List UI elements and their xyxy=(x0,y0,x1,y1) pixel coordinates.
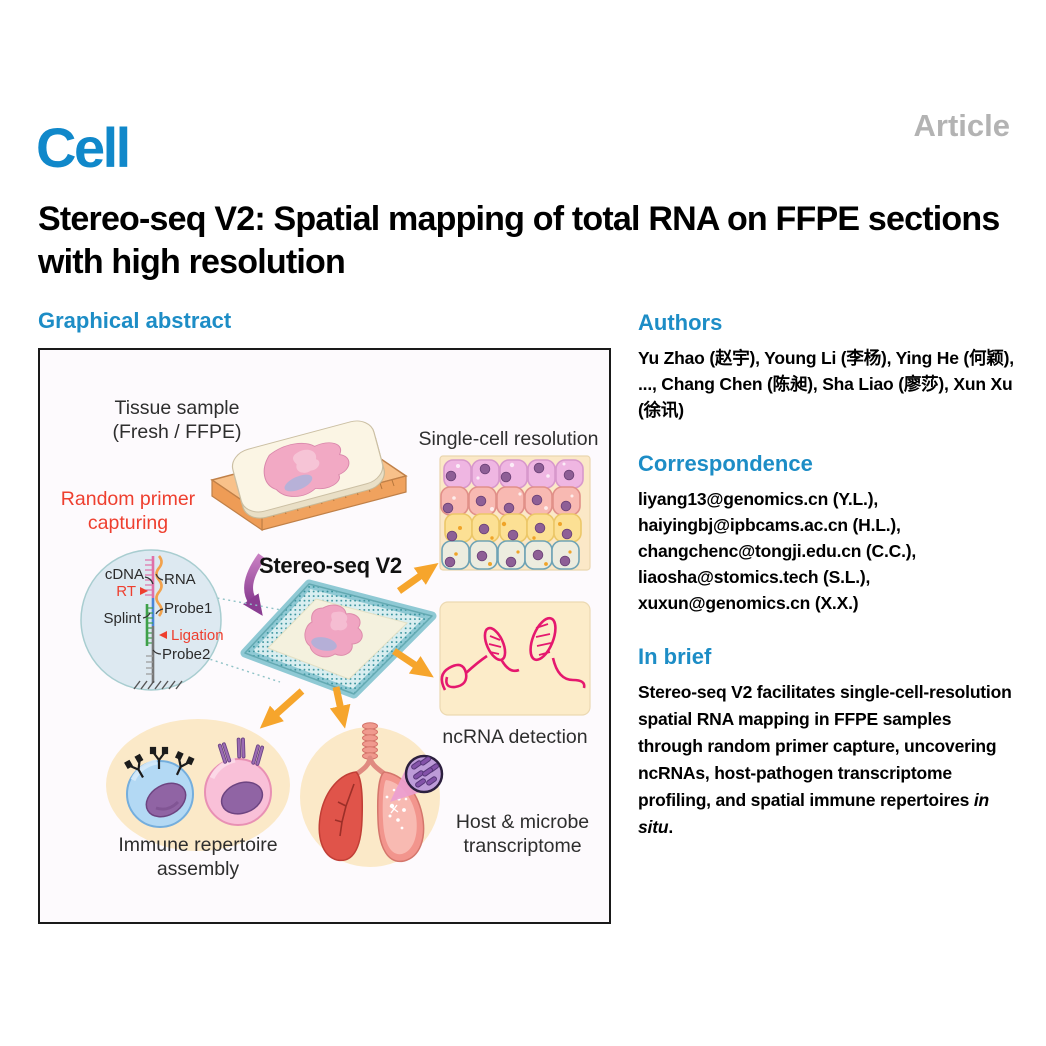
tissue-sample-label: Tissue sample (Fresh / FFPE) xyxy=(112,397,242,444)
authors-heading: Authors xyxy=(638,310,723,335)
graphical-abstract-panel: Tissue sample (Fresh / FFPE) Random prim… xyxy=(38,348,611,924)
splint-label: Splint xyxy=(103,610,141,627)
email-line: haiyingbj@ipbcams.ac.cn (H.L.), xyxy=(638,515,901,535)
trachea xyxy=(351,722,390,779)
random-primer-label: Random primer capturing xyxy=(60,488,196,535)
host-microbe-label: Host & microbe transcriptome xyxy=(455,811,590,858)
ligation-label: Ligation xyxy=(171,627,224,644)
rt-arrowhead xyxy=(140,587,148,595)
rt-label: RT xyxy=(116,583,136,600)
immune-label: Immune repertoire assembly xyxy=(118,834,278,881)
cell-speckles-light xyxy=(452,462,574,511)
journal-logo: Cell xyxy=(36,116,131,179)
stereo-seq-arrow xyxy=(242,553,266,616)
lung-veins xyxy=(334,783,355,837)
email-line: changchenc@tongji.edu.cn (C.C.), xyxy=(638,541,917,561)
email-line: liaosha@stomics.tech (S.L.), xyxy=(638,567,871,587)
probe2-label: Probe2 xyxy=(162,646,211,663)
correspondence-emails: liyang13@genomics.cn (Y.L.), haiyingbj@i… xyxy=(638,486,1016,616)
in-situ-italic: in situ xyxy=(638,790,989,837)
tcr-icons xyxy=(217,737,265,766)
in-brief-heading: In brief xyxy=(638,644,712,669)
probe1-label: Probe1 xyxy=(164,600,213,617)
tissue-block-illustration xyxy=(210,420,408,532)
magnification-dashes xyxy=(199,596,293,683)
rna-label: RNA xyxy=(164,571,196,588)
orange-arrows xyxy=(259,563,439,729)
immune-illustration xyxy=(106,719,290,851)
stereo-seq-label: Stereo-seq V2 xyxy=(259,553,402,578)
microbes xyxy=(411,756,439,788)
ncrna-label: ncRNA detection xyxy=(442,726,588,748)
ligation-arrowhead xyxy=(159,631,167,639)
ground-hatch xyxy=(133,680,183,690)
ncrna-panel xyxy=(439,601,591,716)
antibody-icons xyxy=(124,746,195,778)
single-cell-panel xyxy=(439,455,591,571)
cell-nuclei xyxy=(442,462,575,568)
paper-title: Stereo-seq V2: Spatial mapping of total … xyxy=(38,200,1000,281)
label-connectors xyxy=(142,573,164,655)
info-sidebar: Authors Yu Zhao (赵宇), Young Li (李杨), Yin… xyxy=(638,310,1016,869)
email-line: xuxun@genomics.cn (X.X.) xyxy=(638,593,859,613)
article-type-label: Article xyxy=(913,108,1010,143)
in-brief-text: Stereo-seq V2 facilitates single-cell-re… xyxy=(638,682,1012,837)
graphical-abstract-heading: Graphical abstract xyxy=(38,308,232,333)
graphical-abstract-art xyxy=(80,420,591,867)
cdna-label: cDNA xyxy=(104,566,144,583)
email-line: liyang13@genomics.cn (Y.L.), xyxy=(638,489,878,509)
cell-speckles-orange xyxy=(454,521,572,566)
authors-text: Yu Zhao (赵宇), Young Li (李杨), Ying He (何颖… xyxy=(638,348,1014,420)
correspondence-heading: Correspondence xyxy=(638,451,813,476)
chip-illustration xyxy=(240,579,437,699)
single-cell-label: Single-cell resolution xyxy=(418,428,599,450)
capture-mechanism-circle xyxy=(80,549,222,691)
lungs-illustration xyxy=(300,722,444,867)
hairpin-rungs xyxy=(488,623,552,656)
